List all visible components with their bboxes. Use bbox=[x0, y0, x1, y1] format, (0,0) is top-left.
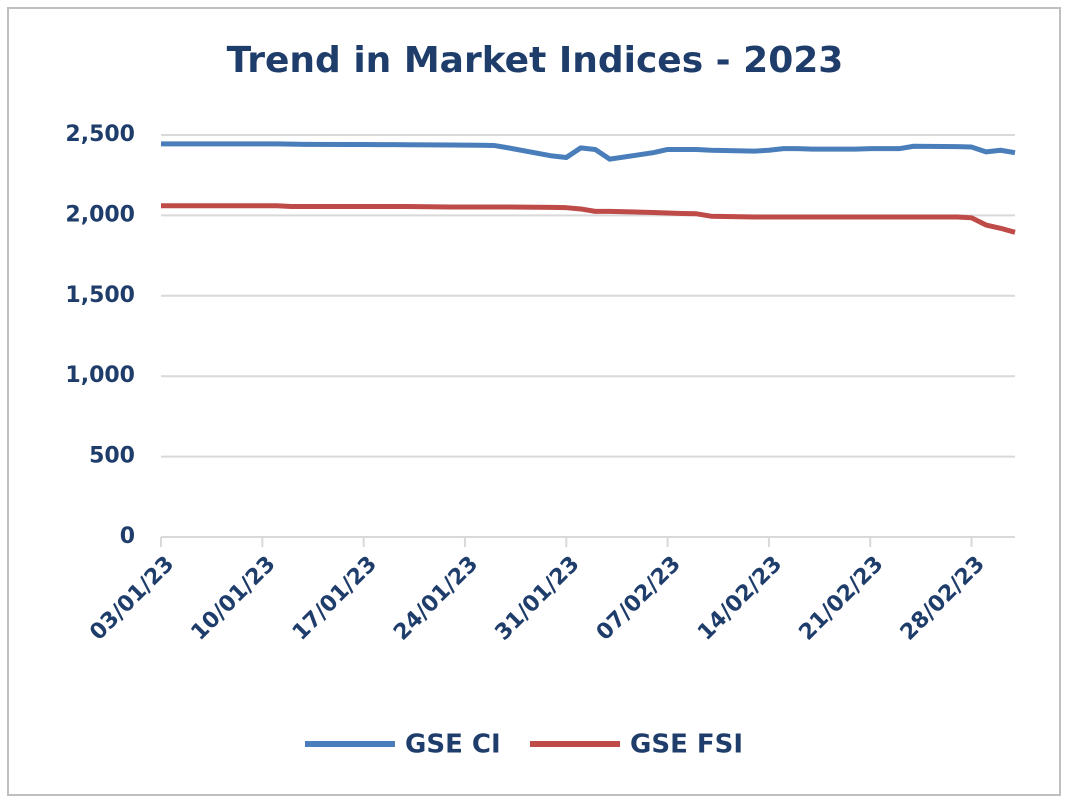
legend-label: GSE CI bbox=[405, 730, 501, 760]
series-line bbox=[161, 203, 1016, 235]
legend-label: GSE FSI bbox=[630, 730, 743, 760]
chart-title: Trend in Market Indices - 2023 bbox=[227, 40, 844, 81]
y-tick-label: 0 bbox=[120, 524, 135, 549]
y-tick-label: 1,500 bbox=[65, 283, 135, 308]
y-tick-label: 2,500 bbox=[65, 122, 135, 147]
y-tick-label: 500 bbox=[89, 444, 135, 469]
series-line bbox=[161, 141, 1016, 162]
y-tick-label: 2,000 bbox=[65, 202, 135, 227]
y-tick-label: 1,000 bbox=[65, 363, 135, 388]
chart-frame bbox=[7, 7, 1061, 796]
